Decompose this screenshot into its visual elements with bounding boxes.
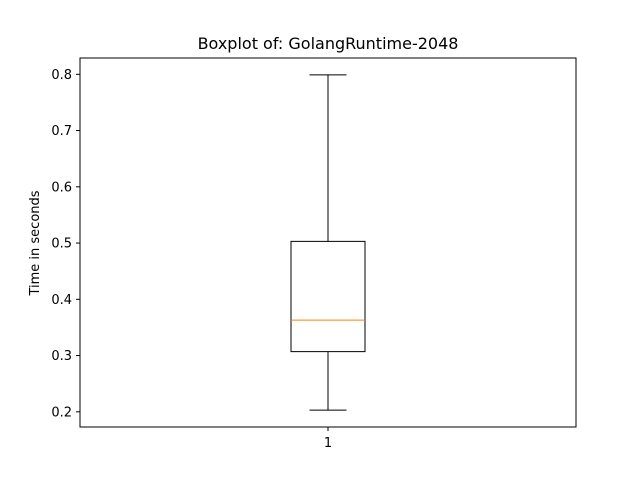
y-tick-label: 0.2 (51, 405, 72, 420)
y-axis-label: Time in seconds (28, 190, 43, 296)
chart-title: Boxplot of: GolangRuntime-2048 (198, 34, 459, 53)
plot-area: 0.2 0.3 0.4 0.5 0.6 0.7 0.8 1 (51, 57, 577, 451)
x-tick-label: 1 (324, 436, 332, 451)
y-tick-label: 0.6 (51, 180, 72, 195)
y-tick-label: 0.8 (51, 68, 72, 83)
box-iqr (290, 240, 366, 353)
y-tick-label: 0.5 (51, 237, 72, 252)
y-tick-label: 0.4 (51, 293, 72, 308)
y-tick-label: 0.7 (51, 124, 72, 139)
y-tick-label: 0.3 (51, 349, 72, 364)
